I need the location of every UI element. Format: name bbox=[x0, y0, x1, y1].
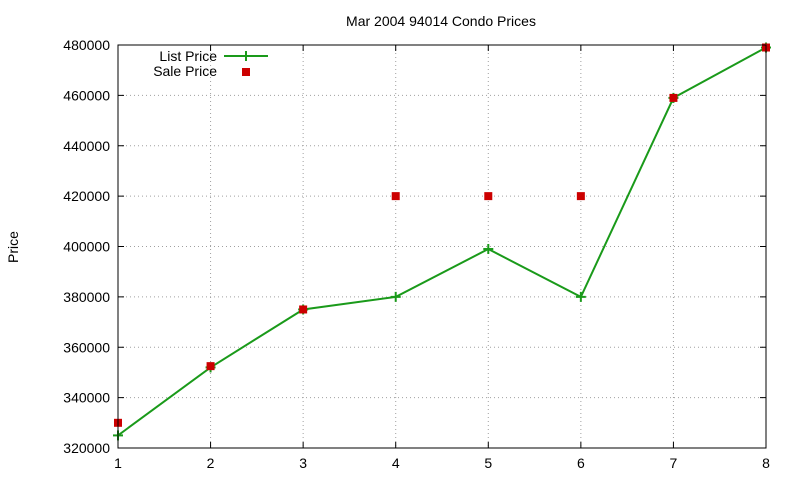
grid-lines bbox=[118, 45, 766, 448]
x-tick-label: 5 bbox=[484, 455, 492, 471]
y-axis-label: Price bbox=[5, 231, 21, 263]
y-tick-label: 420000 bbox=[63, 188, 110, 204]
chart-title: Mar 2004 94014 Condo Prices bbox=[346, 13, 536, 29]
sale-price-point bbox=[484, 192, 493, 201]
legend-plus bbox=[241, 51, 251, 61]
sale-price-point bbox=[576, 192, 585, 201]
legend-plus-marker-list-price bbox=[241, 51, 251, 61]
y-tick-label: 380000 bbox=[63, 289, 110, 305]
list-price-point bbox=[575, 291, 586, 302]
y-tick-label: 460000 bbox=[63, 87, 110, 103]
x-tick-label: 7 bbox=[670, 455, 678, 471]
y-tick-label: 480000 bbox=[63, 37, 110, 53]
legend: List Price Sale Price bbox=[153, 48, 268, 79]
y-tick-label: 440000 bbox=[63, 138, 110, 154]
y-tick-label: 340000 bbox=[63, 390, 110, 406]
x-tick-label: 8 bbox=[762, 455, 770, 471]
sale-price-point bbox=[391, 192, 400, 201]
list-price-point bbox=[483, 244, 494, 255]
y-tick-label: 360000 bbox=[63, 339, 110, 355]
x-tick-label: 4 bbox=[392, 455, 400, 471]
legend-label-list-price: List Price bbox=[159, 48, 217, 64]
x-tick-label: 3 bbox=[299, 455, 307, 471]
y-tick-label: 400000 bbox=[63, 239, 110, 255]
list-price-point bbox=[390, 291, 401, 302]
x-tick-label: 2 bbox=[207, 455, 215, 471]
y-tick-label: 320000 bbox=[63, 440, 110, 456]
sale-price-point bbox=[669, 93, 678, 102]
x-tick-label: 6 bbox=[577, 455, 585, 471]
sale-price-point bbox=[299, 305, 308, 314]
series-layer bbox=[113, 42, 771, 441]
plot-frame bbox=[117, 44, 767, 449]
tick-labels: 1 2 3 4 5 6 7 8 320000 340000 360000 380000 400000 42… bbox=[63, 37, 770, 471]
list-price-line bbox=[117, 46, 767, 437]
x-tick-label: 1 bbox=[114, 455, 122, 471]
legend-square-marker-sale-price bbox=[242, 68, 250, 76]
legend-label-sale-price: Sale Price bbox=[153, 63, 217, 79]
sale-price-point bbox=[206, 362, 215, 371]
